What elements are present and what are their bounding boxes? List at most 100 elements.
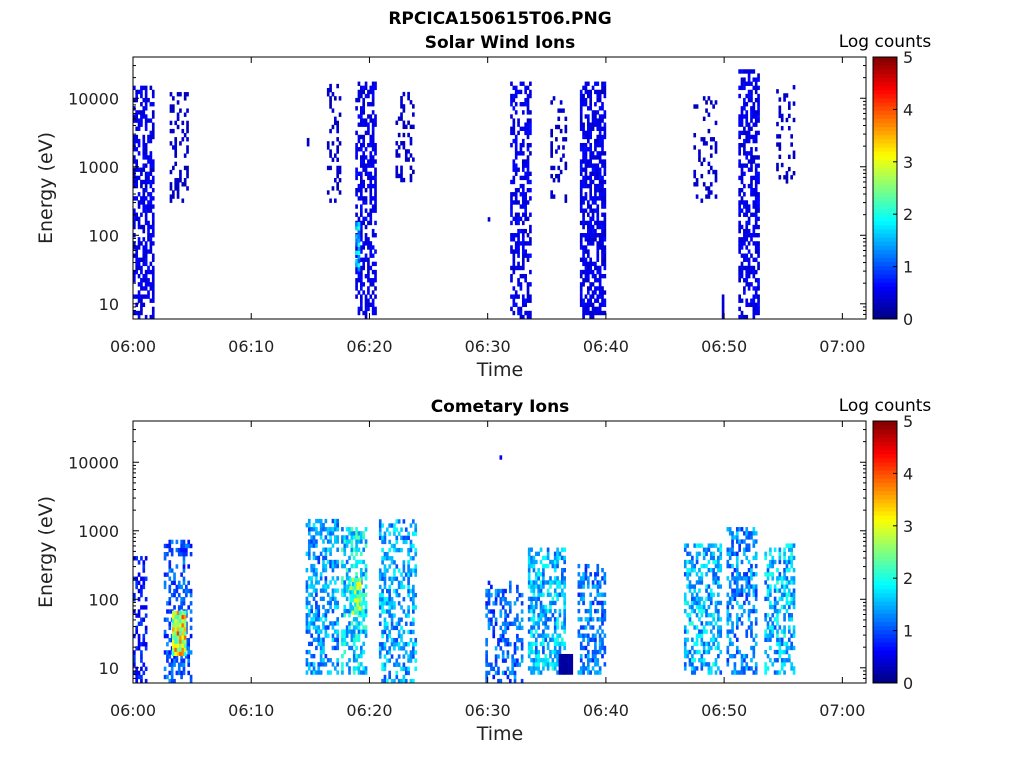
spectrogram-cell [508,678,512,684]
x-tick-label: 06:00 [110,701,156,720]
spectrogram-cell [589,294,593,299]
spectrogram-cell [170,539,174,545]
spectrogram-cell [792,666,796,671]
spectrogram-cell [170,670,174,676]
spectrogram-cell [752,543,756,548]
spectrogram-cell [740,171,744,177]
spectrogram-cell [322,522,325,528]
spectrogram-cell [598,645,602,651]
spectrogram-cell [778,175,782,180]
spectrogram-cell [589,204,593,209]
spectrogram-cell [594,138,597,144]
spectrogram-cell [544,617,548,622]
spectrogram-cell [371,118,375,123]
colorbar-segment [873,57,897,62]
spectrogram-cell [745,122,749,127]
spectrogram-cell [579,102,583,107]
spectrogram-cell [594,183,597,189]
spectrogram-cell [586,220,590,226]
spectrogram-cell [776,588,779,593]
spectrogram-cell [393,678,396,684]
spectrogram-cell [147,290,150,295]
spectrogram-cell [412,519,415,524]
spectrogram-cell [691,592,694,597]
spectrogram-cell [142,97,146,103]
spectrogram-cell [757,294,760,299]
colorbar-segment [873,441,897,447]
spectrogram-cell [187,670,191,676]
spectrogram-cell [189,601,193,606]
spectrogram-cell [579,200,583,205]
spectrogram-cell [601,147,604,152]
spectrogram-cell [589,604,593,610]
spectrogram-cell [521,142,525,148]
spectrogram-cell [354,581,357,587]
spectrogram-cell [329,600,332,606]
spectrogram-cell [745,633,749,638]
spectrogram-cell [546,666,550,671]
spectrogram-cell [527,584,531,589]
spectrogram-cell [331,108,335,113]
spectrogram-cell [582,175,585,181]
spectrogram-cell [355,572,358,577]
spectrogram-cell [787,625,791,630]
spectrogram-cell [743,77,746,82]
spectrogram-cell [530,563,533,569]
spectrogram-cell [542,576,545,581]
spectrogram-cell [390,576,394,581]
spectrogram-cell [371,175,375,181]
spectrogram-cell [764,580,767,585]
spectrogram-cell [326,559,330,565]
spectrogram-cell [591,114,595,119]
spectrogram-cell [317,613,321,618]
spectrogram-cell [144,261,148,267]
spectrogram-cell [307,625,311,630]
spectrogram-cell [383,646,387,651]
spectrogram-cell [558,555,562,561]
spectrogram-cell [750,531,753,536]
spectrogram-cell [601,245,604,250]
spectrogram-cell [771,563,775,569]
spectrogram-cell [147,282,150,287]
spectrogram-cell [404,572,408,577]
spectrogram-cell [312,522,316,528]
spectrogram-cell [310,563,313,569]
spectrogram-cell [305,621,309,626]
spectrogram-cell [341,662,344,667]
spectrogram-cell [345,568,349,573]
spectrogram-cell [714,178,718,183]
spectrogram-cell [594,175,597,181]
spectrogram-cell [383,535,387,541]
spectrogram-cell [512,167,516,172]
spectrogram-cell [584,563,588,569]
spectrogram-cell [780,637,784,642]
spectrogram-cell [539,670,543,675]
colorbar-segment [873,461,897,467]
spectrogram-cell [364,527,368,532]
spectrogram-cell [534,662,538,667]
spectrogram-cell [529,118,532,123]
spectrogram-cell [726,662,730,667]
spectrogram-cell [151,273,155,279]
spectrogram-cell [514,216,518,222]
spectrogram-cell [397,642,401,647]
spectrogram-cell [364,543,368,548]
spectrogram-cell [743,138,746,144]
colorbar-segment [873,77,897,83]
spectrogram-cell [409,177,413,183]
spectrogram-cell [140,212,143,217]
spectrogram-cell [596,306,600,312]
spectrogram-cell [172,647,175,652]
spectrogram-cell [562,108,565,113]
spectrogram-cell [357,171,361,177]
spectrogram-cell [562,153,565,158]
spectrogram-cell [521,196,525,201]
spectrogram-cell [785,576,789,581]
spectrogram-cell [137,310,141,316]
spectrogram-cell [731,621,734,626]
spectrogram-cell [537,584,540,589]
spectrogram-cell [169,108,173,113]
spectrogram-cell [563,653,566,659]
spectrogram-cell [166,633,169,639]
spectrogram-cell [326,608,330,614]
